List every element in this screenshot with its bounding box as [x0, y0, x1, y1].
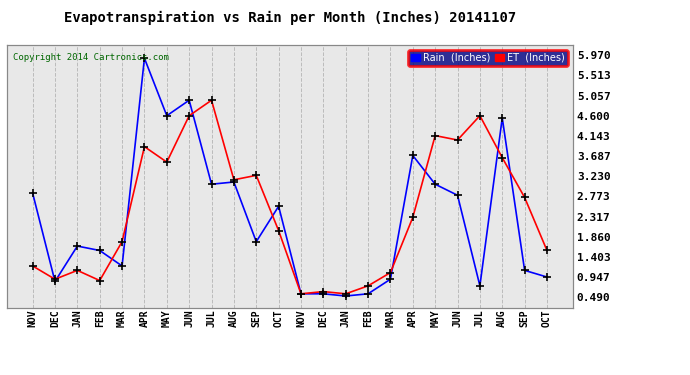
Text: Evapotranspiration vs Rain per Month (Inches) 20141107: Evapotranspiration vs Rain per Month (In… — [63, 11, 516, 26]
Legend: Rain  (Inches), ET  (Inches): Rain (Inches), ET (Inches) — [408, 50, 568, 66]
Text: Copyright 2014 Cartronics.com: Copyright 2014 Cartronics.com — [12, 53, 168, 62]
